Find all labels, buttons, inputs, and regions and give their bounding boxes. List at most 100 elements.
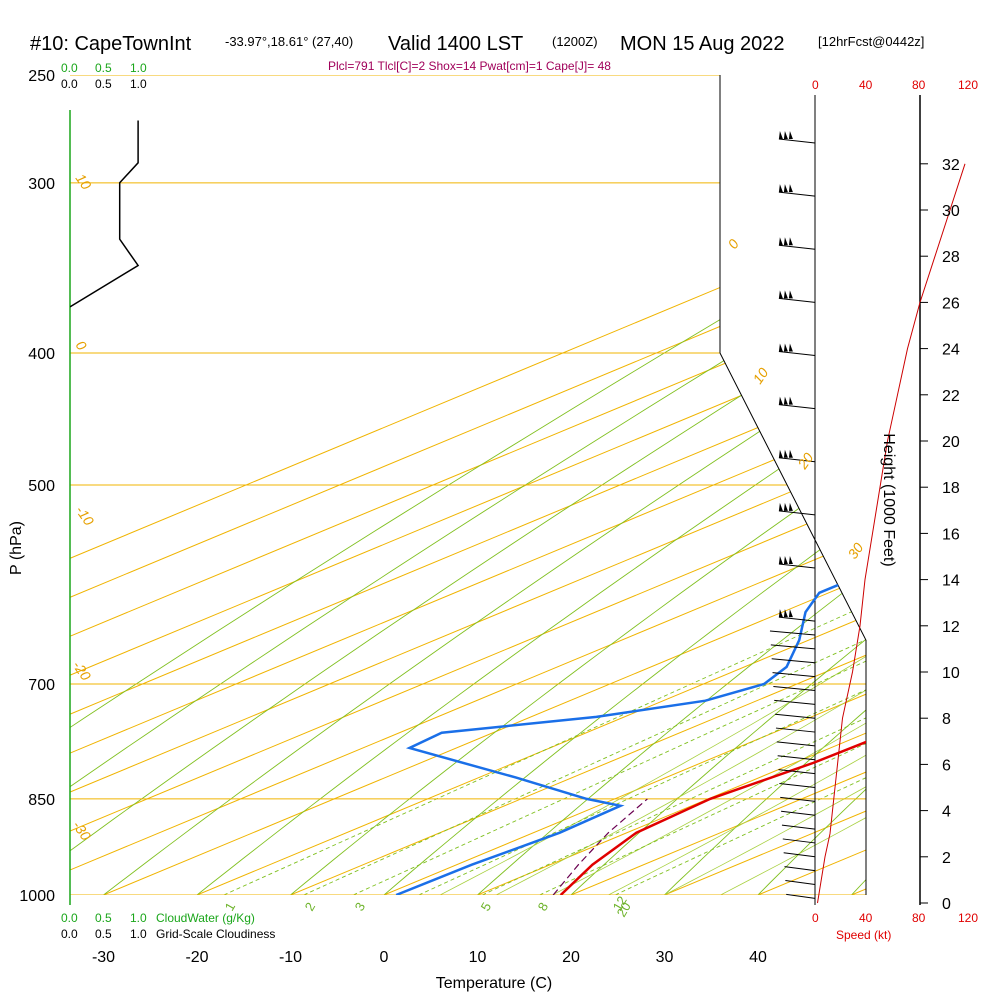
wind-barb-flag: [789, 184, 793, 192]
wind-barb-flag: [784, 556, 788, 564]
isotherm-label-left: -10: [73, 503, 98, 529]
cloudiness-top-tick: 0.5: [95, 77, 112, 91]
wind-barb: [773, 673, 815, 677]
mixing-ratio-line: [540, 353, 1000, 895]
wind-profile: [770, 131, 965, 903]
y-axis-title: P (hPa): [8, 521, 25, 575]
wind-barb-flag: [784, 184, 788, 192]
wind-barb: [779, 405, 815, 409]
height-tick-label: 30: [942, 203, 960, 220]
cloudiness-bottom-tick: 0.5: [95, 927, 112, 941]
cloudiness-scale-top: 0.0 0.5 1.0: [61, 77, 147, 91]
cloudwater-top-tick: 1.0: [130, 61, 147, 75]
isotherm-line: [758, 75, 1000, 895]
wind-barb-flag: [789, 556, 793, 564]
wind-barb-flag: [784, 503, 788, 511]
height-tick-label: 32: [942, 157, 960, 174]
temperature-tick-label: -30: [92, 949, 115, 966]
wind-barb: [779, 511, 815, 515]
wind-barb-flag: [789, 344, 793, 352]
speed-top-tick: 80: [912, 78, 926, 92]
valid-time: Valid 1400 LST: [388, 33, 523, 55]
speed-bottom-tick: 0: [812, 911, 819, 925]
isotherm-label: 20: [794, 450, 817, 473]
wind-barb: [774, 700, 815, 704]
height-tick-label: 14: [942, 573, 960, 590]
height-tick-label: 4: [942, 804, 951, 821]
dry-adiabat-line: [852, 51, 1000, 895]
wind-barb: [785, 881, 815, 885]
isotherm-label: 30: [844, 540, 866, 562]
wind-barb-flag: [779, 397, 783, 405]
cloudiness-top-tick: 1.0: [130, 77, 147, 91]
mixing-ratio-label: 8: [535, 900, 552, 914]
height-tick-label: 0: [942, 896, 951, 913]
wind-barb-flag: [779, 556, 783, 564]
station-coords: -33.97°,18.61° (27,40): [225, 34, 353, 49]
sounding-params: Plcl=791 Tlcl[C]=2 Shox=14 Pwat[cm]=1 Ca…: [328, 59, 611, 73]
wind-barb-flag: [784, 237, 788, 245]
wind-barb-flag: [779, 237, 783, 245]
speed-label: Speed (kt): [836, 928, 891, 942]
surface-temperature-marker: [562, 899, 570, 907]
mixing-ratio-label: 3: [352, 900, 369, 914]
sounding-series: [70, 121, 1000, 908]
speed-top-tick: 40: [859, 78, 873, 92]
cloudwater-scale-bottom: 0.0 0.5 1.0 CloudWater (g/Kg): [61, 911, 255, 925]
wind-barb-flag: [789, 503, 793, 511]
height-tick-label: 10: [942, 665, 960, 682]
forecast-date: MON 15 Aug 2022: [620, 33, 785, 55]
dry-adiabat-line: [384, 51, 1000, 895]
dry-adiabat-line: [571, 51, 1000, 895]
wind-barb: [779, 192, 815, 196]
temperature-tick-label: 40: [749, 949, 767, 966]
cloudiness-bottom-tick: 0.0: [61, 927, 78, 941]
mixing-ratio-label: 2: [302, 900, 319, 914]
pressure-tick-label: 250: [28, 68, 55, 85]
height-tick-label: 28: [942, 249, 960, 266]
mixing-ratio-line: [419, 353, 1000, 895]
wind-barb: [779, 245, 815, 249]
height-tick-label: 2: [942, 850, 951, 867]
height-tick-label: 12: [942, 619, 960, 636]
cloudiness-bottom-tick: 1.0: [130, 927, 147, 941]
speed-bottom-tick: 120: [958, 911, 978, 925]
isotherm-label-left: 0: [73, 338, 91, 354]
isobar-lines: [70, 75, 996, 895]
mixing-ratio-label: 5: [478, 900, 495, 914]
station-title: #10: CapeTownInt: [30, 33, 192, 55]
wind-barb-flag: [784, 290, 788, 298]
x-axis-title: Temperature (C): [436, 975, 552, 992]
pressure-tick-label: 500: [28, 478, 55, 495]
wind-barb-flag: [784, 344, 788, 352]
isotherm-label-left: -30: [70, 818, 95, 844]
height-axis-title: Height (1000 Feet): [880, 433, 897, 566]
wind-barb-flag: [779, 290, 783, 298]
isotherm-line: [852, 75, 1000, 895]
isotherm-label-left: -20: [70, 658, 95, 684]
dry-adiabat-line: [197, 51, 1000, 895]
cloudiness-label: Grid-Scale Cloudiness: [156, 927, 275, 941]
temperature-tick-label: 10: [469, 949, 487, 966]
wind-barb-flag: [784, 131, 788, 139]
speed-bottom-tick: 80: [912, 911, 926, 925]
wind-barb-flag: [779, 344, 783, 352]
cloudiness-scale-bottom: 0.0 0.5 1.0 Grid-Scale Cloudiness: [61, 927, 275, 941]
height-tick-label: 24: [942, 342, 960, 359]
wind-barb-flag: [779, 450, 783, 458]
isotherm-label: 10: [749, 365, 771, 387]
wind-barb: [779, 298, 815, 302]
cloudwater-bottom-tick: 1.0: [130, 911, 147, 925]
wind-barb-flag: [779, 184, 783, 192]
wind-barb: [785, 867, 815, 871]
chart-frame: [70, 75, 920, 905]
pressure-tick-label: 300: [28, 176, 55, 193]
wind-barb-flag: [789, 397, 793, 405]
pressure-tick-label: 1000: [19, 888, 55, 905]
cloudiness-line: [70, 121, 138, 307]
forecast-info: [12hrFcst@0442z]: [818, 34, 924, 49]
cloudiness-top-tick: 0.0: [61, 77, 78, 91]
parcel-path-line: [553, 799, 647, 895]
height-tick-label: 6: [942, 757, 951, 774]
